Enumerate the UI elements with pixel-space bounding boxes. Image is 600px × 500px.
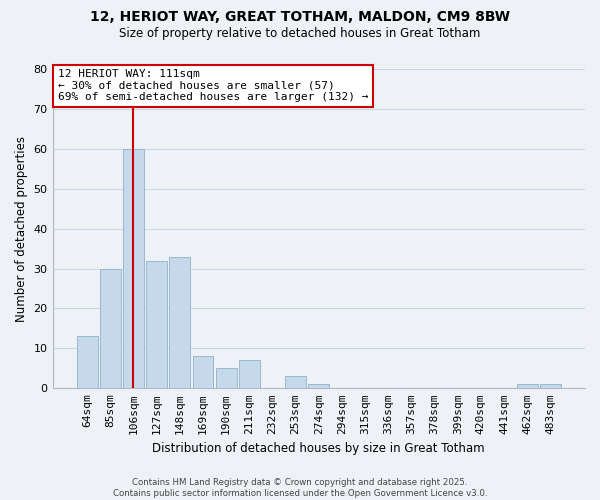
Bar — [285, 376, 306, 388]
Y-axis label: Number of detached properties: Number of detached properties — [15, 136, 28, 322]
Bar — [123, 149, 144, 388]
Bar — [517, 384, 538, 388]
Text: Size of property relative to detached houses in Great Totham: Size of property relative to detached ho… — [119, 28, 481, 40]
Bar — [146, 260, 167, 388]
Bar — [540, 384, 561, 388]
Bar — [308, 384, 329, 388]
Bar — [169, 256, 190, 388]
Bar — [239, 360, 260, 388]
Bar — [77, 336, 98, 388]
X-axis label: Distribution of detached houses by size in Great Totham: Distribution of detached houses by size … — [152, 442, 485, 455]
Bar — [216, 368, 236, 388]
Bar — [193, 356, 214, 388]
Bar — [100, 268, 121, 388]
Text: 12 HERIOT WAY: 111sqm
← 30% of detached houses are smaller (57)
69% of semi-deta: 12 HERIOT WAY: 111sqm ← 30% of detached … — [58, 69, 368, 102]
Text: 12, HERIOT WAY, GREAT TOTHAM, MALDON, CM9 8BW: 12, HERIOT WAY, GREAT TOTHAM, MALDON, CM… — [90, 10, 510, 24]
Text: Contains HM Land Registry data © Crown copyright and database right 2025.
Contai: Contains HM Land Registry data © Crown c… — [113, 478, 487, 498]
